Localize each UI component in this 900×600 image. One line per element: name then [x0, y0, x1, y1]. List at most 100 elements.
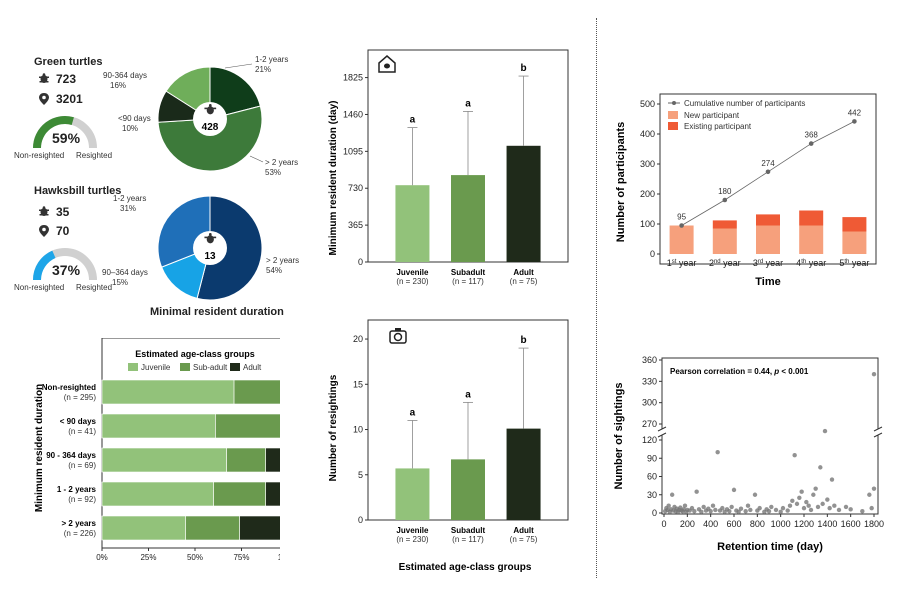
scatter-point: [727, 508, 732, 514]
legend-label: Juvenile: [141, 363, 171, 372]
bar: [451, 459, 485, 520]
scatter-point: [729, 504, 734, 510]
scatter-point: [757, 505, 762, 511]
x-tick-n: (n = 117): [452, 277, 484, 286]
legend-swatch: [668, 122, 678, 130]
y-tick-label: 90: [647, 453, 657, 463]
y-tick-label: 5: [358, 470, 363, 480]
scatter-point: [748, 507, 753, 513]
scatter-point: [792, 453, 797, 458]
bar: [395, 185, 430, 262]
bar: [395, 468, 430, 520]
axis-break-mark: [873, 426, 883, 432]
green-slice-label-2: > 2 years: [265, 158, 298, 167]
stacked-segment: [101, 515, 186, 541]
data-label: 180: [718, 187, 732, 196]
bar-existing: [756, 214, 780, 226]
green-slice-pct-2: 53%: [265, 168, 281, 177]
scatter-point: [829, 477, 835, 482]
y-tick-label: 120: [642, 435, 657, 445]
y-axis-label: Minimum resident duration: [34, 384, 45, 512]
scatter-point: [752, 492, 758, 497]
stacked-segment: [101, 481, 214, 507]
legend-swatch: [180, 363, 190, 371]
hawksbill-gauge-right-label: Resighted: [76, 283, 113, 292]
x-tick-label: Juvenile: [396, 268, 429, 277]
legend-swatch: [128, 363, 138, 371]
y-axis-label: Number of participants: [615, 122, 627, 242]
scatter-point: [787, 503, 793, 508]
data-label: 368: [805, 131, 819, 140]
x-axis-label: Retention time (day): [717, 541, 823, 553]
stacked-segment: [185, 515, 240, 541]
green-slice-pct-1: 21%: [255, 65, 271, 74]
green-pie-center: 428: [202, 122, 219, 133]
pie-center-hole: [193, 231, 227, 265]
scatter-point: [818, 465, 823, 470]
y-tick-label: 360: [642, 355, 657, 365]
scatter-point: [720, 505, 725, 511]
leader-line: [224, 63, 253, 69]
scatter-point: [825, 497, 830, 502]
x-tick-label: 1400: [817, 519, 837, 529]
bar-new: [669, 225, 694, 254]
scatter-point: [790, 498, 795, 504]
y-tick-n: (n = 226): [64, 529, 97, 538]
scatter-point: [808, 507, 814, 513]
hawk-slice-label-2: 90–364 days: [102, 268, 148, 277]
hawk-slice-label-3: 1-2 years: [113, 194, 146, 203]
hawksbill-location-count: 70: [38, 224, 69, 238]
y-tick-label: 20: [353, 334, 363, 344]
pie-center-hole: [193, 102, 227, 136]
x-tick-label: 50%: [187, 553, 203, 562]
turtle-icon: [204, 233, 217, 244]
y-tick-n: (n = 295): [64, 393, 97, 402]
gauge-fill: [33, 250, 56, 281]
y-tick-label: 15: [353, 379, 363, 389]
scatter-point: [843, 504, 849, 510]
bar-existing: [799, 210, 824, 226]
hawk-slice-label-1: > 2 years: [266, 256, 299, 265]
scatter-point: [708, 508, 713, 514]
scatter-point: [820, 501, 825, 507]
axis-break-mark: [657, 426, 667, 432]
scatter-point: [738, 506, 744, 511]
data-label: 95: [677, 213, 686, 222]
hawksbill-turtle-count: 35: [38, 205, 69, 219]
y-tick-label: 10: [353, 425, 363, 435]
y-tick-label: 90 - 364 days: [46, 451, 96, 460]
turtle-icon: [39, 73, 49, 83]
bar-new: [842, 231, 867, 254]
y-tick-label: 200: [640, 189, 655, 199]
scatter-point: [715, 449, 720, 455]
turtle-icon: [39, 206, 49, 216]
pie-slice: [161, 247, 211, 299]
pie-slice: [165, 66, 211, 120]
x-axis-label: Estimated age-class groups: [399, 562, 532, 573]
turtle-icon: [204, 104, 217, 115]
y-tick-label: 1095: [343, 146, 363, 156]
stacked-segment: [101, 447, 227, 473]
y-tick-label: 330: [642, 376, 657, 386]
location-pin-icon: [39, 225, 49, 237]
scatter-point: [827, 505, 832, 511]
x-tick-label: 3rd year: [753, 258, 783, 268]
scatter-point: [848, 507, 853, 512]
gauge-fill: [33, 116, 74, 149]
green-slice-label-1: 1-2 years: [255, 55, 288, 64]
x-tick-label: 1800: [864, 519, 884, 529]
y-tick-label: 365: [348, 220, 363, 230]
cumulative-point: [808, 141, 814, 146]
pie-slice: [196, 195, 263, 301]
plot-frame: [659, 93, 877, 265]
axis-break-mark: [873, 432, 883, 438]
scatter-point: [701, 504, 706, 510]
x-tick-label: 1200: [794, 519, 814, 529]
scatter-point: [694, 489, 699, 494]
camera-icon: [389, 328, 407, 344]
scatter-point: [813, 486, 818, 491]
axis-break-gap: [658, 429, 666, 435]
y-tick-label: 300: [640, 159, 655, 169]
